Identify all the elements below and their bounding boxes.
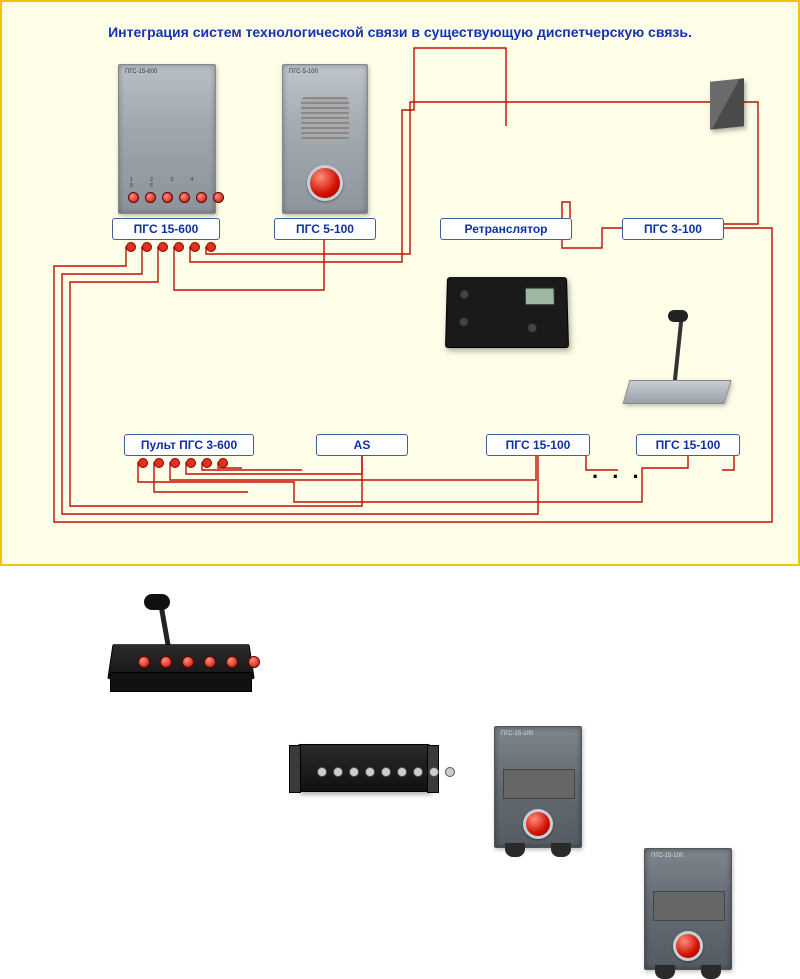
device-pgc15-100-b-model: ПГС-15-100 xyxy=(645,849,731,863)
port-console-0 xyxy=(138,458,148,468)
port-console-1 xyxy=(154,458,164,468)
device-pgc5-100: ПГС-5-100 xyxy=(282,64,368,214)
device-console-pgc3-600 xyxy=(102,606,262,696)
device-speaker-cube xyxy=(710,78,744,130)
label-as: AS xyxy=(316,434,408,456)
device-pgc15-600-model: ПГС-15-600 xyxy=(119,65,215,79)
device-pgc15-100-a-model: ПГС-15-100 xyxy=(495,727,581,741)
port-pgc15_600-2 xyxy=(158,242,168,252)
port-pgc15_600-3 xyxy=(174,242,184,252)
port-pgc15_600-1 xyxy=(142,242,152,252)
port-console-4 xyxy=(202,458,212,468)
device-pgc15-600-numbers: 1 2 3 4 5 6 xyxy=(130,177,215,189)
port-pgc15_600-0 xyxy=(126,242,136,252)
port-pgc15_600-4 xyxy=(190,242,200,252)
continuation-ellipsis: . . . xyxy=(592,458,643,484)
port-console-5 xyxy=(218,458,228,468)
label-pgc3-100: ПГС 3-100 xyxy=(622,218,724,240)
device-pgc15-100-a: ПГС-15-100 xyxy=(494,726,582,848)
port-console-3 xyxy=(186,458,196,468)
device-pgc3-100-mic xyxy=(616,346,736,406)
device-pgc15-100-b: ПГС-15-100 xyxy=(644,848,732,970)
label-console: Пульт ПГС 3-600 xyxy=(124,434,254,456)
port-pgc15_600-5 xyxy=(206,242,216,252)
device-pgc15-600: ПГС-15-600 1 2 3 4 5 6 xyxy=(118,64,216,214)
diagram-title: Интеграция систем технологической связи … xyxy=(2,24,798,40)
label-pgc15-600: ПГС 15-600 xyxy=(112,218,220,240)
label-pgc15-100-a: ПГС 15-100 xyxy=(486,434,590,456)
label-retrans: Ретранслятор xyxy=(440,218,572,240)
device-as-rack xyxy=(298,744,430,792)
label-pgc5-100: ПГС 5-100 xyxy=(274,218,376,240)
diagram-frame: Интеграция систем технологической связи … xyxy=(0,0,800,566)
label-pgc15-100-b: ПГС 15-100 xyxy=(636,434,740,456)
port-console-2 xyxy=(170,458,180,468)
device-pgc5-100-model: ПГС-5-100 xyxy=(283,65,367,79)
device-retranslator xyxy=(445,277,569,348)
